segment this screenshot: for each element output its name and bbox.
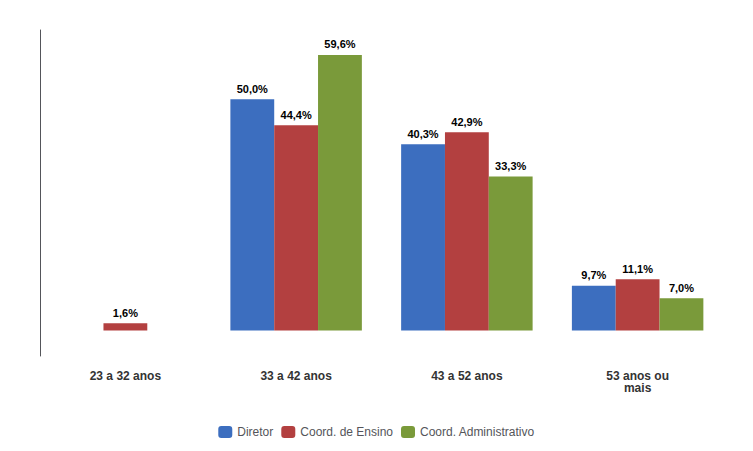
svg-text:mais: mais bbox=[624, 381, 652, 395]
svg-text:9,7%: 9,7% bbox=[581, 269, 606, 281]
svg-text:23 a 32 anos: 23 a 32 anos bbox=[90, 369, 162, 383]
svg-text:1,6%: 1,6% bbox=[113, 307, 138, 319]
svg-text:7,0%: 7,0% bbox=[669, 282, 694, 294]
svg-text:Diretor: Diretor bbox=[237, 425, 273, 439]
svg-text:53 anos ou: 53 anos ou bbox=[606, 369, 669, 383]
svg-text:59,6%: 59,6% bbox=[324, 38, 355, 50]
svg-text:33,3%: 33,3% bbox=[495, 160, 526, 172]
svg-text:Coord. de Ensino: Coord. de Ensino bbox=[300, 425, 393, 439]
svg-text:11,1%: 11,1% bbox=[622, 263, 653, 275]
svg-text:43 a 52 anos: 43 a 52 anos bbox=[431, 369, 503, 383]
svg-text:50,0%: 50,0% bbox=[237, 83, 268, 95]
svg-text:40,3%: 40,3% bbox=[407, 128, 438, 140]
svg-text:Coord. Administrativo: Coord. Administrativo bbox=[420, 425, 534, 439]
svg-text:42,9%: 42,9% bbox=[451, 116, 482, 128]
svg-text:44,4%: 44,4% bbox=[281, 109, 312, 121]
svg-text:33 a 42 anos: 33 a 42 anos bbox=[260, 369, 332, 383]
